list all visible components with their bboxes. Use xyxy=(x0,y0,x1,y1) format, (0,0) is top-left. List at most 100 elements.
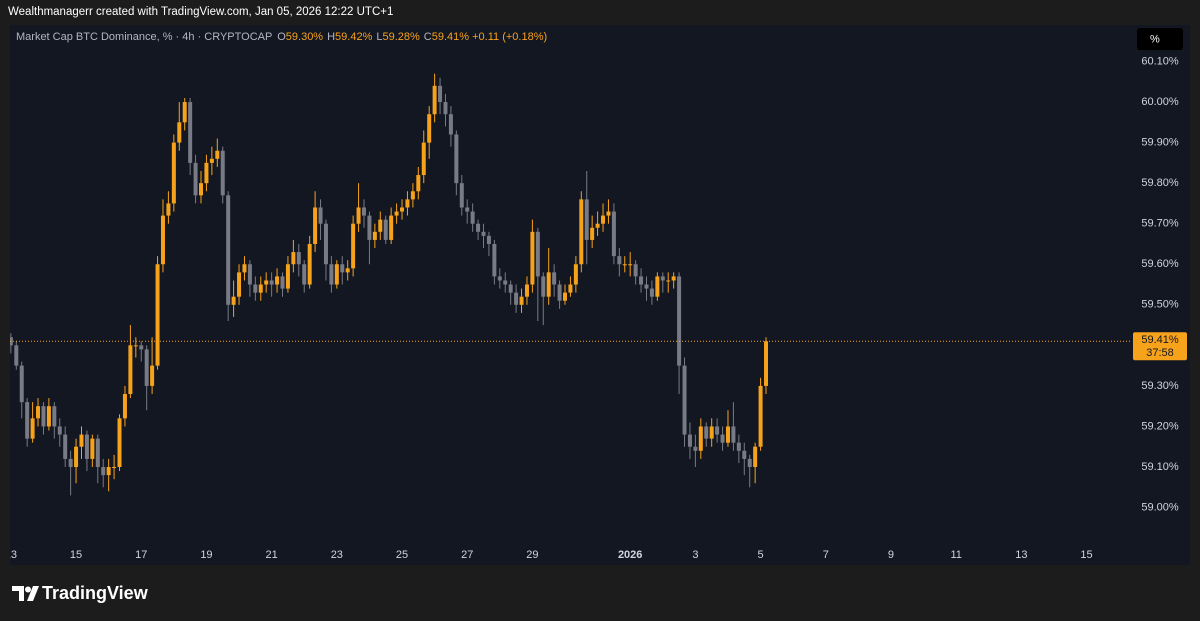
candle-body xyxy=(486,235,491,244)
y-tick-label: 59.00% xyxy=(1141,501,1179,513)
y-tick-label: 59.20% xyxy=(1141,420,1179,432)
candle-body xyxy=(443,102,448,115)
candle-body xyxy=(693,446,698,451)
candle-body xyxy=(497,276,502,281)
header: Wealthmanagerr created with TradingView.… xyxy=(8,6,393,18)
candle-body xyxy=(557,284,562,301)
candle-body xyxy=(639,276,644,285)
candle-body xyxy=(671,276,676,281)
x-tick-label: 23 xyxy=(331,549,343,561)
candle-body xyxy=(318,207,323,224)
logo-text: TradingView xyxy=(42,583,149,603)
candle-body xyxy=(171,142,176,204)
candle-body xyxy=(519,296,524,305)
candle-body xyxy=(106,467,111,476)
candle-body xyxy=(579,199,584,265)
candle-body xyxy=(508,284,513,293)
chart-panel xyxy=(10,25,1190,565)
candle-body xyxy=(503,280,508,285)
y-tick-label: 59.90% xyxy=(1141,137,1179,149)
candle-body xyxy=(416,175,421,192)
candle-body xyxy=(590,227,595,240)
candle-body xyxy=(421,142,426,176)
candle-body xyxy=(736,442,741,451)
y-tick-label: 60.00% xyxy=(1141,96,1179,108)
candle-body xyxy=(231,296,236,305)
x-tick-label: 15 xyxy=(1080,549,1092,561)
plot-area xyxy=(10,73,1130,496)
candle-body xyxy=(220,150,225,196)
candle-body xyxy=(204,162,209,184)
candle-body xyxy=(481,231,486,236)
candle-body xyxy=(601,215,606,224)
candle-body xyxy=(454,134,459,184)
x-tick-label: 15 xyxy=(70,549,82,561)
candle-body xyxy=(660,276,665,281)
candle-body xyxy=(74,446,79,468)
candle-body xyxy=(410,191,415,200)
candle-body xyxy=(46,406,51,427)
legend-key: C xyxy=(423,31,432,43)
candle-body xyxy=(188,102,193,163)
x-tick-label: 21 xyxy=(266,549,278,561)
candle-body xyxy=(622,264,627,266)
candle-body xyxy=(329,264,334,285)
candle-body xyxy=(677,276,682,366)
candle-body xyxy=(649,288,654,297)
candle-body xyxy=(753,446,758,468)
candle-body xyxy=(541,276,546,297)
candle-body xyxy=(725,426,730,443)
x-tick-label: 25 xyxy=(396,549,408,561)
candle-body xyxy=(731,426,736,443)
candle-body xyxy=(427,114,432,143)
candle-body xyxy=(160,215,165,265)
candle-body xyxy=(57,426,62,435)
legend: Market Cap BTC Dominance, % · 4h · CRYPT… xyxy=(16,31,547,43)
candle-body xyxy=(182,102,187,123)
candle-body xyxy=(133,345,138,347)
candle-body xyxy=(30,418,35,439)
candle-body xyxy=(666,280,671,282)
candle-body xyxy=(150,365,155,386)
x-tick-label: 3 xyxy=(692,549,698,561)
candle-body xyxy=(36,406,41,419)
candle-body xyxy=(10,337,13,346)
candle-body xyxy=(193,162,198,196)
x-tick-label: 27 xyxy=(461,549,473,561)
candle-body xyxy=(14,345,19,366)
x-tick-label: 2026 xyxy=(618,549,642,561)
candle-body xyxy=(101,467,106,476)
candle-body xyxy=(459,183,464,208)
price-tag xyxy=(1133,332,1187,361)
candle-body xyxy=(400,207,405,212)
candle-body xyxy=(117,418,122,468)
legend-value: 59.42% xyxy=(335,31,373,43)
candle-body xyxy=(432,85,437,115)
x-tick-label: 9 xyxy=(888,549,894,561)
candle-body xyxy=(563,292,567,301)
candle-body xyxy=(285,264,290,289)
candle-body xyxy=(122,394,127,419)
x-tick-label: 29 xyxy=(526,549,538,561)
logo-dot xyxy=(25,586,31,593)
candle-body xyxy=(177,122,182,143)
candle-body xyxy=(84,434,89,459)
candle-body xyxy=(530,231,535,285)
legend-change: +0.11 (+0.18%) xyxy=(472,31,548,43)
candle-body xyxy=(573,264,578,285)
candle-body xyxy=(394,211,399,216)
legend-value: 59.41% xyxy=(431,31,470,43)
candle-body xyxy=(448,114,453,135)
candle-body xyxy=(546,272,551,297)
legend-value: 59.28% xyxy=(382,31,420,43)
logo-icon xyxy=(12,586,39,601)
y-tick-label: 59.70% xyxy=(1141,218,1179,230)
candle-body xyxy=(90,438,95,459)
legend-value: 59.30% xyxy=(285,31,324,43)
scale-button-label[interactable]: % xyxy=(1150,33,1160,45)
candle-body xyxy=(747,458,752,468)
scale-button[interactable] xyxy=(1137,28,1183,50)
candle-body xyxy=(682,365,687,435)
candle-body xyxy=(275,276,280,285)
